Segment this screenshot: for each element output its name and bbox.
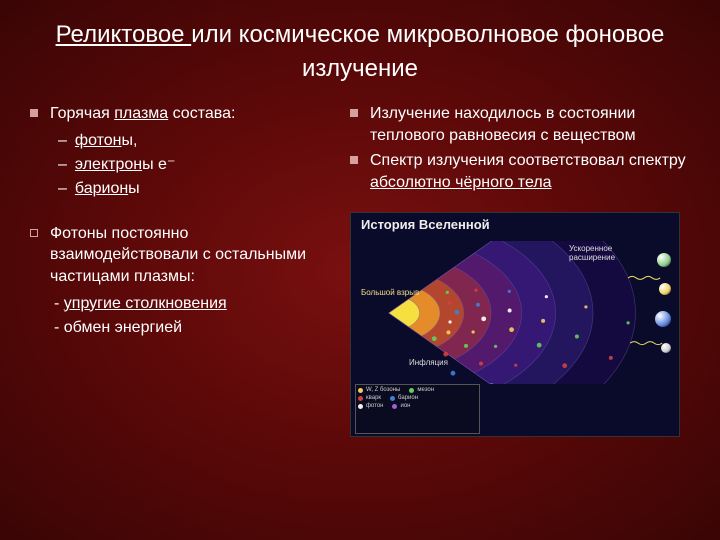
content-area: Горячая плазма состава: –фотоны,–электро… [0, 93, 720, 436]
list-item: –барионы [58, 177, 330, 201]
dash-icon: – [58, 129, 67, 153]
hollow-square-bullet-icon [30, 229, 38, 237]
text-ul: упругие столкновения [64, 295, 227, 312]
photons-para: Фотоны постоянно взаимодействовали с ост… [50, 223, 330, 288]
right-bullet-2: Спектр излучения соответствовал спектру … [350, 150, 690, 193]
svg-text:Большой взрыв: Большой взрыв [361, 288, 419, 297]
legend-row: W, Z бозонымезон [358, 387, 477, 394]
legend-row: фотонион [358, 403, 477, 410]
right-bullet-1: Излучение находилось в состоянии теплово… [350, 103, 690, 146]
diagram-title: История Вселенной [361, 217, 490, 232]
photons-lead: Фотоны постоянно взаимодействовали с ост… [30, 223, 330, 288]
item-text: электроны е⁻ [75, 153, 175, 177]
diagram-side-icon [659, 283, 671, 295]
list-item: –фотоны, [58, 129, 330, 153]
plasma-sublist: –фотоны,–электроны е⁻–барионы [58, 129, 330, 201]
svg-text:Ускоренное: Ускоренное [569, 244, 613, 253]
right-text-2: Спектр излучения соответствовал спектру … [370, 150, 690, 193]
photons-block: Фотоны постоянно взаимодействовали с ост… [30, 223, 330, 340]
plasma-lead-text: Горячая плазма состава: [50, 103, 330, 125]
item-text: фотоны, [75, 129, 138, 153]
cone-svg: Большой взрыв Инфляция Ускоренноерасширени… [359, 241, 673, 384]
list-item: –электроны е⁻ [58, 153, 330, 177]
text: состава: [168, 105, 235, 122]
diagram-legend: W, Z бозонымезонкваркбарионфотонион [355, 384, 480, 434]
text-ul: абсолютно чёрного тела [370, 174, 552, 191]
dash-icon: – [58, 153, 67, 177]
universe-history-diagram: История Вселенной Большой взрыв Инфляция У… [350, 212, 680, 437]
right-column: Излучение находилось в состоянии теплово… [350, 103, 690, 436]
legend-row: кваркбарион [358, 395, 477, 402]
title-underlined: Реликтовое [56, 21, 192, 48]
diagram-side-icon [655, 311, 671, 327]
text: Спектр излучения соответствовал спектру [370, 152, 686, 169]
svg-text:расширение: расширение [569, 253, 616, 262]
diagram-side-icon [657, 253, 671, 267]
square-bullet-icon [350, 109, 358, 117]
photons-sub2: - обмен энергией [54, 316, 330, 340]
square-bullet-icon [350, 156, 358, 164]
text-ul: плазма [114, 105, 168, 122]
svg-text:Инфляция: Инфляция [409, 358, 448, 367]
dash-icon: – [58, 177, 67, 201]
text: Горячая [50, 105, 114, 122]
diagram-side-icon [661, 343, 671, 353]
plasma-block: Горячая плазма состава: –фотоны,–электро… [30, 103, 330, 201]
item-text: барионы [75, 177, 140, 201]
diagram-cone: Большой взрыв Инфляция Ускоренноерасширени… [359, 241, 671, 382]
photons-sub1: - упругие столкновения [54, 292, 330, 316]
plasma-lead: Горячая плазма состава: [30, 103, 330, 125]
page-title: Реликтовое или космическое микроволновое… [0, 0, 720, 93]
title-rest: или космическое микроволновое фоновое из… [191, 21, 664, 82]
right-text-1: Излучение находилось в состоянии теплово… [370, 103, 690, 146]
left-column: Горячая плазма состава: –фотоны,–электро… [30, 103, 330, 436]
text: - [54, 295, 64, 312]
square-bullet-icon [30, 109, 38, 117]
